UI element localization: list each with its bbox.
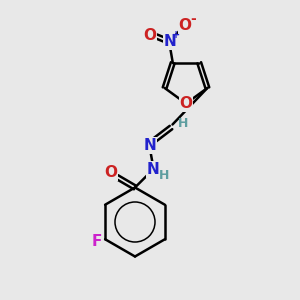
Text: -: - [190, 12, 196, 26]
Text: F: F [92, 234, 102, 249]
Text: O: O [104, 165, 118, 180]
Text: O: O [178, 18, 191, 33]
Text: O: O [143, 28, 156, 43]
Text: H: H [178, 116, 188, 130]
Text: H: H [159, 169, 169, 182]
Text: O: O [179, 96, 193, 111]
Text: N: N [164, 34, 176, 49]
Text: +: + [172, 30, 180, 40]
Text: N: N [147, 162, 159, 177]
Text: N: N [144, 138, 156, 153]
